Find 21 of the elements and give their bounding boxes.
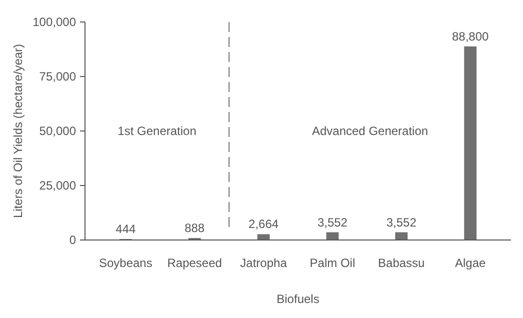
x-tick-label: Jatropha — [240, 256, 288, 270]
x-tick-label: Palm Oil — [310, 256, 356, 270]
y-tick-label: 100,000 — [32, 15, 76, 29]
annotation: 1st Generation — [118, 124, 196, 138]
data-label: 3,552 — [317, 215, 348, 230]
y-tick-label: 50,000 — [39, 124, 76, 138]
y-tick-label: 0 — [69, 233, 76, 247]
data-label: 88,800 — [452, 29, 490, 44]
y-axis-title: Liters of Oil Yields (hectare/year) — [11, 44, 25, 218]
x-tick-label: Algae — [454, 256, 486, 270]
x-tick-label: Soybeans — [98, 256, 152, 270]
data-label: 3,552 — [386, 215, 417, 230]
data-label: 2,664 — [248, 217, 279, 232]
annotation: Advanced Generation — [312, 124, 428, 138]
y-tick-label: 75,000 — [39, 70, 76, 84]
x-tick-label: Babassu — [378, 256, 425, 270]
x-tick-label: Rapeseed — [167, 256, 222, 270]
data-label: 888 — [184, 221, 205, 236]
x-axis-title: Biofuels — [276, 292, 320, 306]
y-tick-label: 25,000 — [39, 178, 76, 192]
data-label: 444 — [116, 222, 136, 236]
